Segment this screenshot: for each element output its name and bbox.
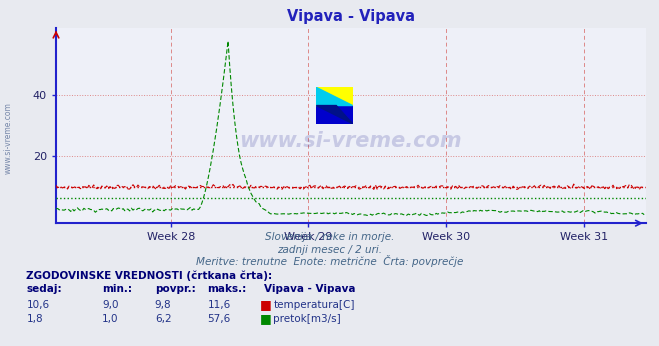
Text: 9,0: 9,0 (102, 300, 119, 310)
Text: 10,6: 10,6 (26, 300, 49, 310)
Text: povpr.:: povpr.: (155, 284, 196, 294)
Polygon shape (316, 88, 353, 106)
Text: zadnji mesec / 2 uri.: zadnji mesec / 2 uri. (277, 245, 382, 255)
Text: 1,0: 1,0 (102, 314, 119, 324)
Text: ■: ■ (260, 298, 272, 311)
Text: pretok[m3/s]: pretok[m3/s] (273, 314, 341, 324)
Text: 6,2: 6,2 (155, 314, 171, 324)
Text: Slovenija / reke in morje.: Slovenija / reke in morje. (265, 233, 394, 243)
Polygon shape (316, 106, 353, 124)
Text: 57,6: 57,6 (208, 314, 231, 324)
Title: Vipava - Vipava: Vipava - Vipava (287, 9, 415, 24)
Text: temperatura[C]: temperatura[C] (273, 300, 355, 310)
Text: Vipava - Vipava: Vipava - Vipava (264, 284, 355, 294)
Text: Meritve: trenutne  Enote: metrične  Črta: povprečje: Meritve: trenutne Enote: metrične Črta: … (196, 255, 463, 267)
Text: maks.:: maks.: (208, 284, 247, 294)
Text: 9,8: 9,8 (155, 300, 171, 310)
Polygon shape (316, 88, 353, 106)
Text: 1,8: 1,8 (26, 314, 43, 324)
Text: min.:: min.: (102, 284, 132, 294)
Text: ZGODOVINSKE VREDNOSTI (črtkana črta):: ZGODOVINSKE VREDNOSTI (črtkana črta): (26, 270, 272, 281)
Polygon shape (316, 106, 353, 124)
Text: www.si-vreme.com: www.si-vreme.com (240, 131, 462, 151)
Text: 11,6: 11,6 (208, 300, 231, 310)
Text: sedaj:: sedaj: (26, 284, 62, 294)
Text: www.si-vreme.com: www.si-vreme.com (3, 102, 13, 174)
Text: ■: ■ (260, 312, 272, 325)
